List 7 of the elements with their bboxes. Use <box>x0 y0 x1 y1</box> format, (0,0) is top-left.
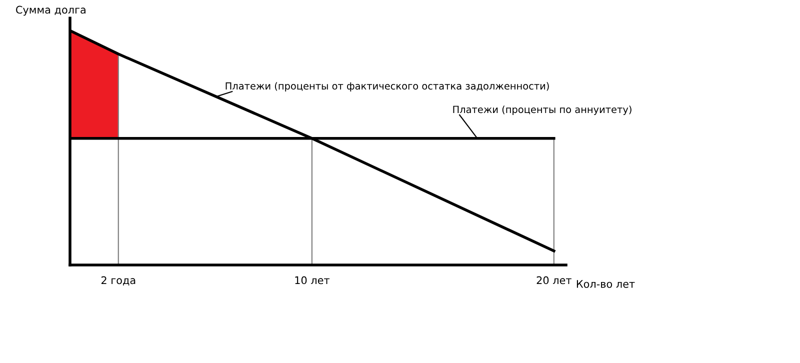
y-axis-title: Сумма долга <box>16 6 86 16</box>
series-label: Платежи (проценты от фактического остатка задолженности) <box>226 82 549 92</box>
text: Платежи (проценты по аннуитету) <box>453 106 632 115</box>
x-axis-title: Кол-во лет <box>576 280 635 288</box>
x-tick-label: 2 года <box>101 276 136 286</box>
x-tick-label: 10 лет <box>295 276 330 284</box>
x-tick-label: 20 лет <box>536 276 572 284</box>
